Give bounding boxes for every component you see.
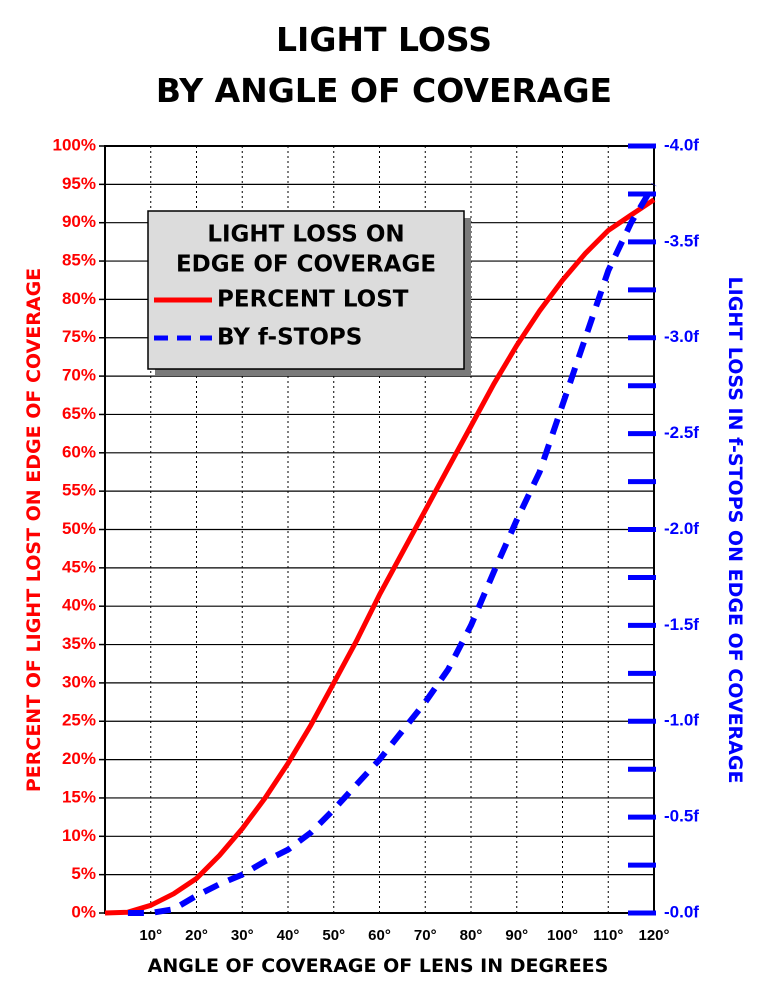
y-tick-label: 85% xyxy=(62,251,96,270)
right-y-axis-ticks: -0.0f -0.5f -1.0f -1.5f -2.0f -2.5f -3.0f -3.5f… xyxy=(628,135,699,921)
y2-tick-label: -1.0f xyxy=(664,711,699,730)
y-tick-label: 25% xyxy=(62,711,96,730)
x-tick-label: 70° xyxy=(414,927,437,944)
y-tick-label: 20% xyxy=(62,749,96,768)
left-y-axis-label: PERCENT OF LIGHT LOST ON EDGE OF COVERAG… xyxy=(23,268,45,792)
y-tick-label: 65% xyxy=(62,404,96,423)
series-layer xyxy=(104,182,657,916)
series-line-by-f-stops xyxy=(127,182,657,916)
chart-title: LIGHT LOSS xyxy=(276,20,492,59)
legend: LIGHT LOSS ON EDGE OF COVERAGE PERCENT L… xyxy=(147,210,471,376)
y-tick-label: 0% xyxy=(71,902,96,921)
x-tick-label: 50° xyxy=(322,927,345,944)
y-tick-label: 50% xyxy=(62,519,96,538)
y2-tick-label: -3.5f xyxy=(664,231,699,250)
y-tick-label: 45% xyxy=(62,557,96,576)
right-y-axis-label: LIGHT LOSS IN f-STOPS ON EDGE OF COVERAG… xyxy=(724,277,746,784)
x-tick-label: 30° xyxy=(231,927,254,944)
y2-tick-label: -2.0f xyxy=(664,519,699,538)
legend-entry-percent-lost: PERCENT LOST xyxy=(217,287,409,313)
x-tick-label: 60° xyxy=(368,927,391,944)
x-tick-label: 90° xyxy=(505,927,528,944)
y-tick-label: 80% xyxy=(62,289,96,308)
series-line-percent-lost xyxy=(104,197,656,916)
y-tick-label: 10% xyxy=(62,826,96,845)
y-tick-label: 100% xyxy=(53,135,96,154)
x-tick-label: 40° xyxy=(277,927,300,944)
y2-tick-label: -0.0f xyxy=(664,902,699,921)
legend-entry-by-f-stops: BY f-STOPS xyxy=(217,325,362,351)
grid-lines xyxy=(105,146,654,913)
y-tick-label: 60% xyxy=(62,442,96,461)
legend-box xyxy=(147,210,465,370)
y2-tick-label: -3.0f xyxy=(664,327,699,346)
legend-title-line1: LIGHT LOSS ON xyxy=(207,222,404,248)
y-tick-label: 35% xyxy=(62,634,96,653)
y-tick-label: 90% xyxy=(62,212,96,231)
y2-tick-label: -4.0f xyxy=(664,135,699,154)
y-tick-label: 5% xyxy=(71,864,96,883)
x-axis-ticks: 10° 20° 30° 40° 50° 60° 70° 80° 90° 100° 110° 120° xyxy=(139,927,669,944)
x-axis-label: ANGLE OF COVERAGE OF LENS IN DEGREES xyxy=(148,955,609,977)
x-tick-label: 120° xyxy=(638,927,669,944)
x-tick-label: 110° xyxy=(593,927,623,944)
x-tick-label: 100° xyxy=(547,927,578,944)
y-tick-label: 70% xyxy=(62,366,96,385)
x-tick-label: 10° xyxy=(139,927,162,944)
chart-subtitle: BY ANGLE OF COVERAGE xyxy=(155,71,613,110)
y-tick-label: 15% xyxy=(62,787,96,806)
y-tick-label: 95% xyxy=(62,174,96,193)
y2-tick-label: -1.5f xyxy=(664,615,699,634)
x-tick-label: 80° xyxy=(460,927,483,944)
left-y-axis-ticks: 0% 5% 10% 15% 20% 25% 30% 35% 40% 45% 50% 55% 60% 65%… xyxy=(53,135,105,921)
y-tick-label: 40% xyxy=(62,596,96,615)
x-tick-label: 20° xyxy=(185,927,208,944)
y-tick-label: 30% xyxy=(62,672,96,691)
y2-tick-label: -2.5f xyxy=(664,423,699,442)
legend-title-line2: EDGE OF COVERAGE xyxy=(176,252,436,278)
y-tick-label: 75% xyxy=(62,327,96,346)
y2-tick-label: -0.5f xyxy=(664,807,699,826)
y-tick-label: 55% xyxy=(62,481,96,500)
